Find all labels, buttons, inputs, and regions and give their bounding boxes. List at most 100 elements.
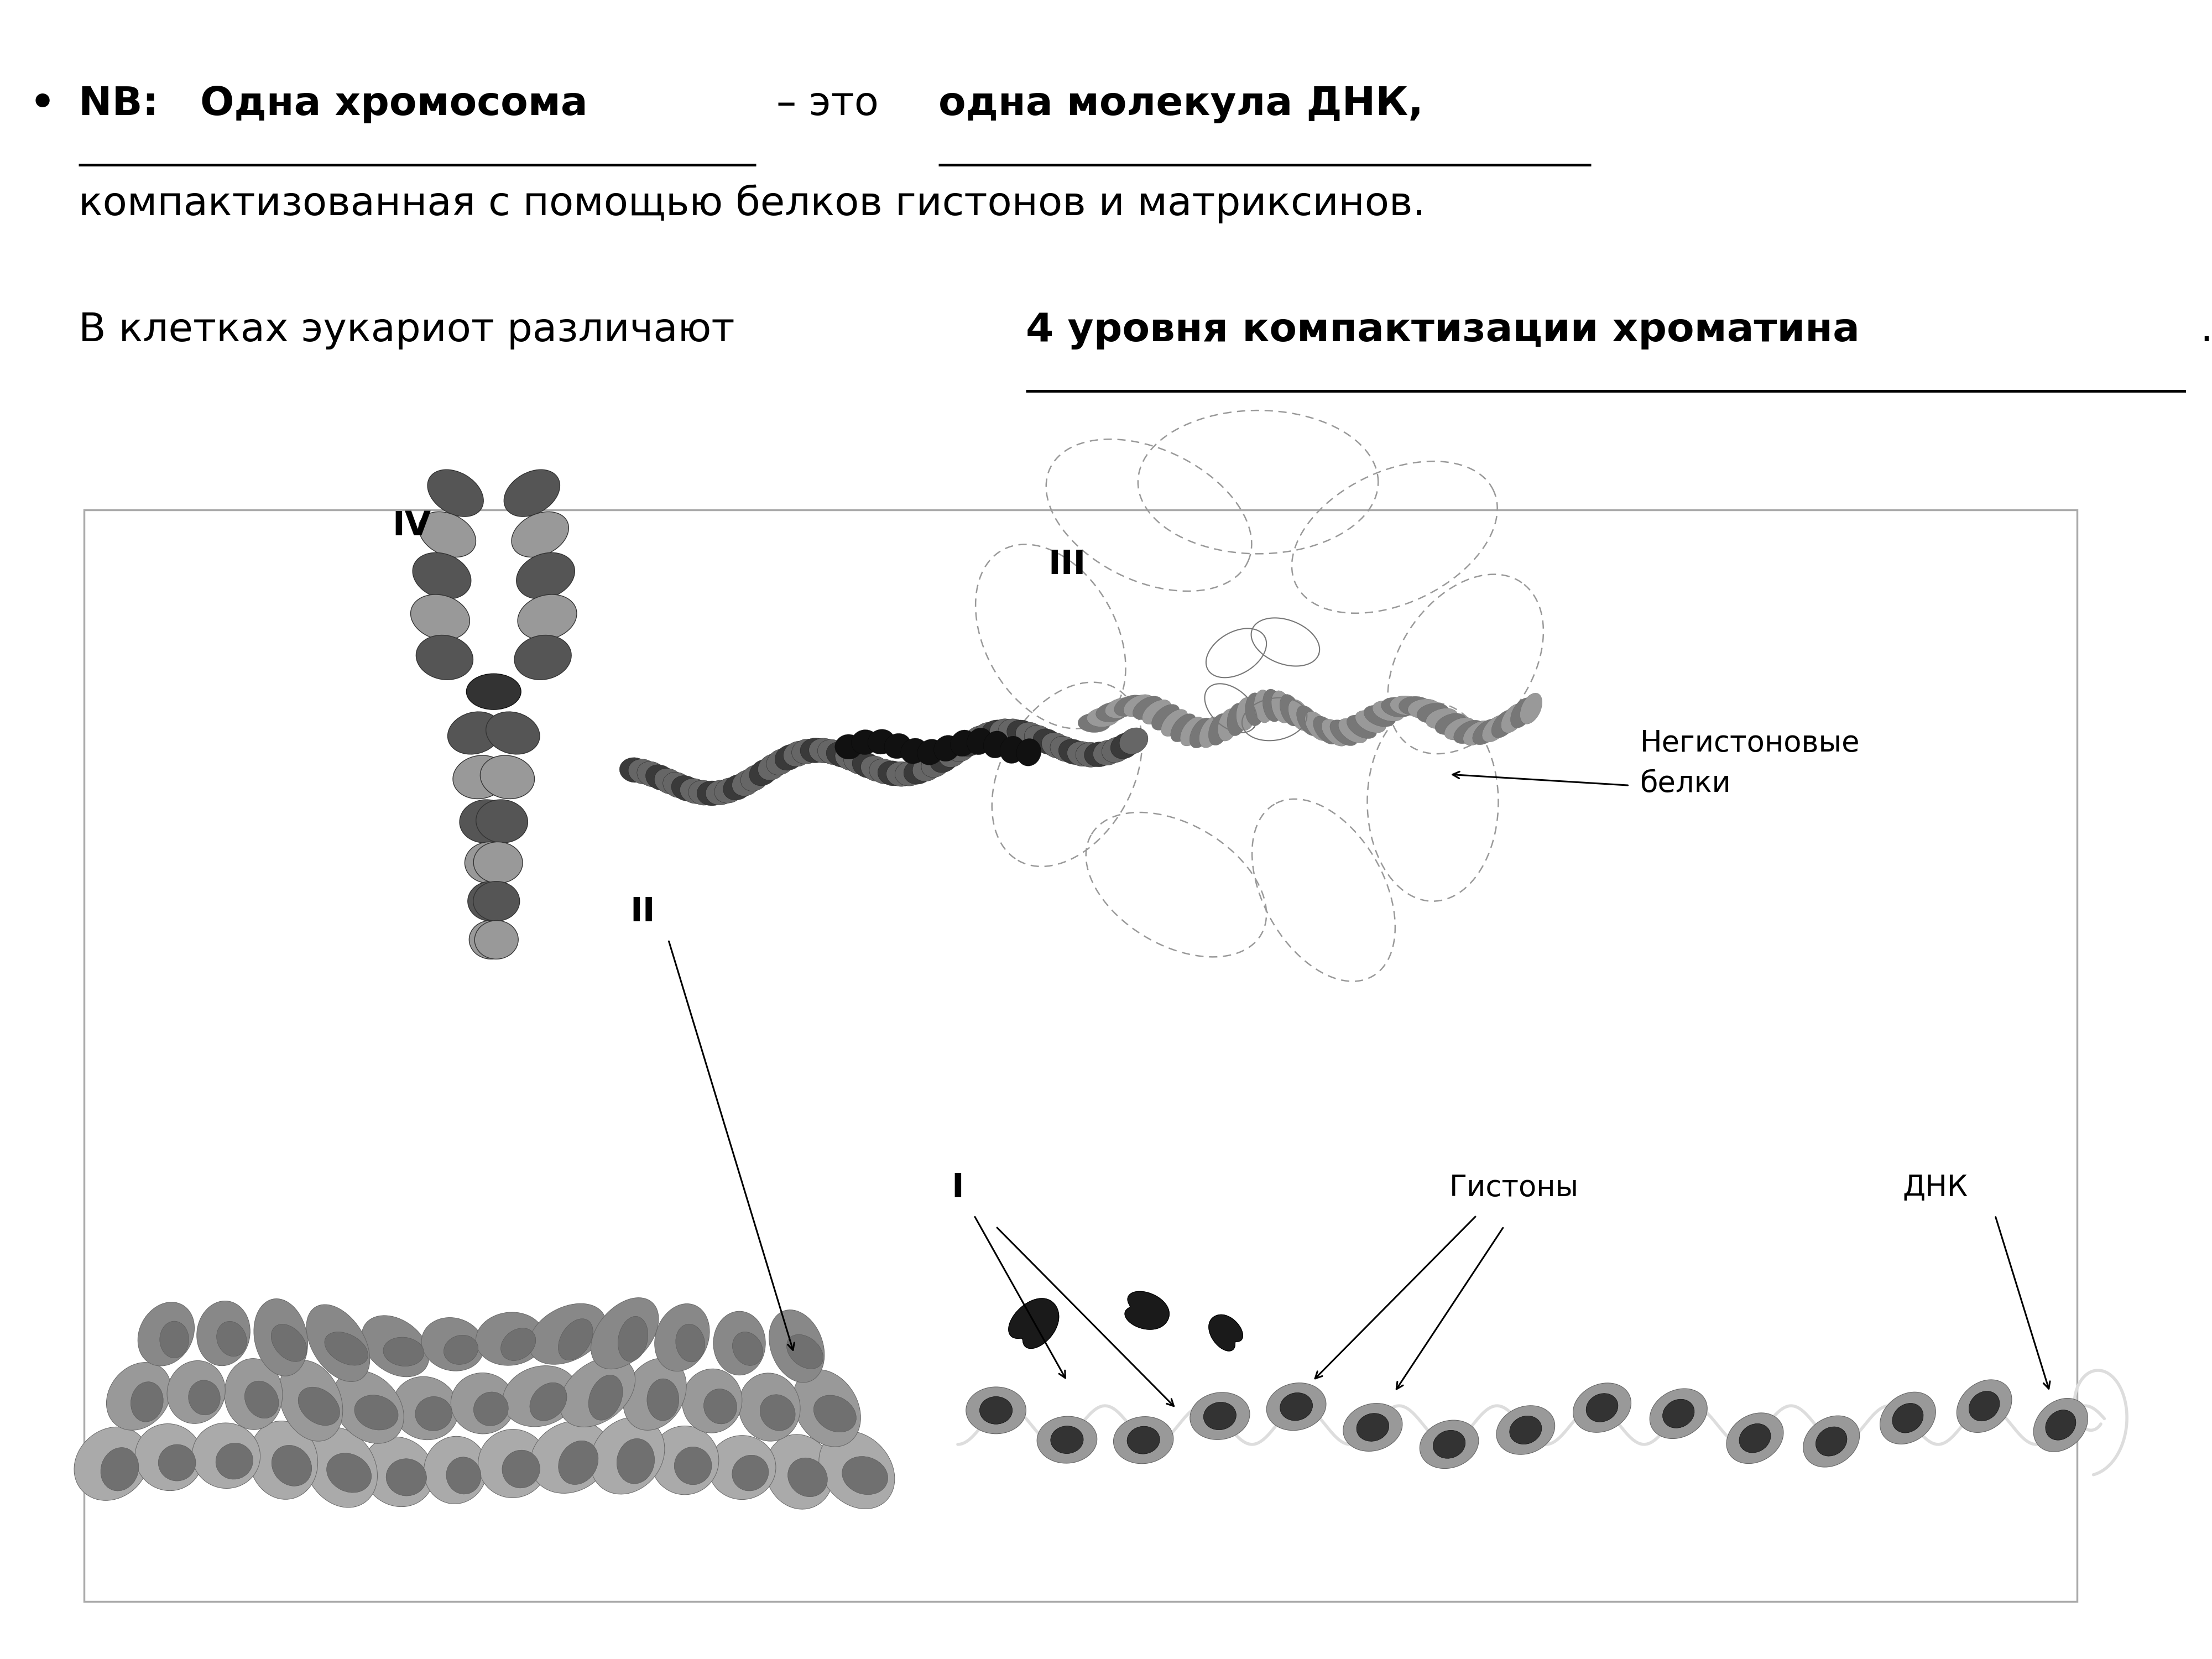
Ellipse shape [1128,1427,1159,1453]
Ellipse shape [1427,708,1458,728]
Ellipse shape [973,722,1002,748]
Ellipse shape [664,771,692,798]
Ellipse shape [619,758,650,783]
Ellipse shape [1272,690,1292,723]
Ellipse shape [473,881,520,921]
Ellipse shape [197,1301,250,1365]
Text: компактизованная с помощью белков гистонов и матриксинов.: компактизованная с помощью белков гистон… [80,184,1425,224]
Ellipse shape [560,1357,635,1427]
Ellipse shape [885,733,911,758]
Ellipse shape [1095,702,1128,722]
Ellipse shape [929,747,958,773]
Ellipse shape [1281,695,1301,727]
Ellipse shape [1509,1415,1542,1445]
Ellipse shape [131,1382,164,1422]
Ellipse shape [487,712,540,755]
Ellipse shape [951,730,975,757]
Ellipse shape [529,1382,566,1420]
Ellipse shape [1024,725,1053,752]
Ellipse shape [1880,1392,1936,1443]
Ellipse shape [469,921,513,959]
Ellipse shape [1453,720,1484,743]
Ellipse shape [1420,1420,1478,1468]
Ellipse shape [504,469,560,516]
Ellipse shape [363,1437,434,1506]
Ellipse shape [947,735,975,761]
Ellipse shape [1433,1430,1464,1458]
Ellipse shape [681,1369,741,1433]
Ellipse shape [989,718,1020,743]
Ellipse shape [783,742,812,766]
Ellipse shape [515,552,575,599]
Ellipse shape [1969,1392,2000,1422]
Ellipse shape [1254,690,1274,723]
Ellipse shape [305,1304,369,1382]
Ellipse shape [869,758,898,785]
Ellipse shape [708,1435,776,1500]
Ellipse shape [453,755,507,800]
Ellipse shape [714,778,743,803]
Ellipse shape [843,1457,887,1495]
Text: I: I [951,1171,964,1204]
Ellipse shape [416,635,473,680]
Ellipse shape [624,1359,686,1430]
Ellipse shape [712,1311,765,1375]
Ellipse shape [1181,717,1206,747]
Ellipse shape [675,1324,706,1362]
Ellipse shape [655,768,684,795]
Ellipse shape [451,1374,515,1433]
Ellipse shape [646,765,675,790]
Ellipse shape [1891,1404,1922,1433]
Ellipse shape [827,742,856,766]
Text: В клетках эукариот различают: В клетках эукариот различают [80,312,748,350]
Polygon shape [1208,1314,1243,1350]
Ellipse shape [1520,693,1542,723]
Ellipse shape [223,1359,283,1430]
Ellipse shape [246,1380,279,1418]
Ellipse shape [787,1334,823,1369]
Ellipse shape [1725,1413,1783,1463]
Ellipse shape [414,552,471,599]
Ellipse shape [1237,697,1256,730]
Ellipse shape [646,1379,679,1420]
Ellipse shape [703,1389,737,1423]
Ellipse shape [1803,1415,1860,1467]
Ellipse shape [801,738,830,763]
Ellipse shape [168,1360,226,1423]
Ellipse shape [672,776,701,801]
Ellipse shape [588,1375,624,1420]
Ellipse shape [327,1453,372,1493]
Ellipse shape [135,1423,204,1491]
Ellipse shape [1296,705,1321,737]
Text: NB:   Одна хромосома: NB: Одна хромосома [80,85,588,123]
Ellipse shape [478,1430,546,1498]
Ellipse shape [254,1299,307,1375]
Ellipse shape [637,761,666,786]
Ellipse shape [217,1443,252,1480]
Ellipse shape [956,730,984,757]
Ellipse shape [473,1392,509,1425]
Ellipse shape [591,1297,659,1369]
Ellipse shape [447,1457,480,1495]
Ellipse shape [1077,713,1110,733]
Ellipse shape [1051,1427,1084,1453]
Text: одна молекула ДНК,: одна молекула ДНК, [938,85,1425,123]
Ellipse shape [1321,718,1349,747]
Ellipse shape [305,1427,378,1508]
Ellipse shape [843,748,874,775]
Ellipse shape [422,1317,484,1370]
Ellipse shape [967,1387,1026,1433]
Ellipse shape [1170,713,1197,742]
Ellipse shape [1152,705,1179,730]
Ellipse shape [706,780,737,805]
Ellipse shape [980,1397,1013,1423]
Text: Гистоны: Гистоны [1449,1173,1579,1203]
Ellipse shape [1586,1394,1617,1422]
Ellipse shape [964,725,993,752]
Ellipse shape [460,800,511,843]
Ellipse shape [159,1321,188,1359]
Ellipse shape [502,1365,577,1427]
Ellipse shape [1329,720,1358,747]
Ellipse shape [1347,715,1376,738]
Ellipse shape [476,921,518,959]
